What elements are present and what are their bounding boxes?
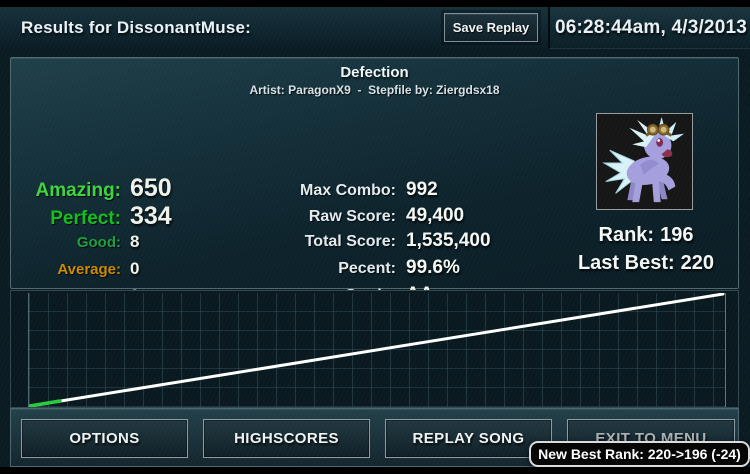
judgment-row-amazing: Amazing: 650 — [23, 174, 263, 203]
stat-row-total-score: Total Score: 1,535,400 — [171, 230, 501, 252]
results-title: Results for DissonantMuse: — [21, 18, 252, 37]
score-progression-chart — [29, 293, 725, 407]
judgment-value: 650 — [130, 174, 172, 202]
rank-value: 196 — [660, 224, 694, 246]
stat-value: 49,400 — [406, 205, 465, 226]
save-replay-button[interactable]: Save Replay — [444, 13, 538, 42]
stat-label: Pecent: — [338, 260, 396, 277]
stat-row-raw-score: Raw Score: 49,400 — [171, 205, 501, 227]
top-black-strip — [0, 0, 750, 7]
score-graph-plot — [28, 293, 726, 407]
player-avatar — [596, 113, 693, 210]
replay-song-button[interactable]: REPLAY SONG — [385, 419, 552, 458]
judgment-label: Good: — [76, 234, 121, 251]
new-best-rank-tooltip: New Best Rank: 220->196 (-24) — [529, 441, 750, 467]
bottom-black-strip — [0, 467, 750, 474]
song-title: Defection — [340, 64, 409, 81]
score-line — [29, 293, 725, 407]
song-byline: Artist: ParagonX9 - Stepfile by: Ziergds… — [249, 83, 500, 97]
cloudchaser-pony-avatar-icon — [597, 114, 692, 209]
stat-row-percent: Pecent: 99.6% — [171, 257, 501, 279]
judgment-label: Perfect: — [50, 208, 121, 229]
stat-value: 1,535,400 — [406, 230, 491, 251]
judgment-row-perfect: Perfect: 334 — [23, 202, 263, 231]
clock-panel: 06:28:44am, 4/3/2013 — [548, 7, 750, 49]
stat-label: Max Combo: — [300, 182, 396, 199]
score-line-start-segment — [29, 399, 62, 407]
highscores-button[interactable]: HIGHSCORES — [203, 419, 370, 458]
judgment-label: Average: — [57, 261, 121, 278]
options-button[interactable]: OPTIONS — [21, 419, 188, 458]
judgment-value: 334 — [130, 202, 172, 230]
stat-label: Raw Score: — [308, 208, 396, 225]
last-best-label: Last Best: — [577, 252, 675, 274]
timestamp: 06:28:44am, 4/3/2013 — [554, 16, 748, 38]
judgment-label: Amazing: — [35, 180, 122, 201]
judgment-row-average: Average: 0 — [23, 259, 263, 279]
stat-row-max-combo: Max Combo: 992 — [171, 179, 501, 201]
judgment-value: 0 — [130, 259, 140, 278]
judgment-row-good: Good: 8 — [23, 232, 263, 252]
rank-label: Rank: — [598, 224, 655, 246]
stat-value: 99.6% — [406, 257, 460, 278]
last-best-line: Last Best: 220 — [546, 252, 746, 275]
top-bar: Results for DissonantMuse: Save Replay 0… — [0, 7, 750, 49]
judgment-value: 8 — [130, 232, 140, 251]
stat-label: Total Score: — [304, 233, 396, 250]
stat-value: 992 — [406, 179, 438, 200]
rank-line: Rank: 196 — [546, 224, 746, 247]
last-best-value: 220 — [680, 252, 715, 274]
score-graph-panel — [10, 290, 739, 408]
song-results-panel: Defection Artist: ParagonX9 - Stepfile b… — [10, 57, 739, 332]
